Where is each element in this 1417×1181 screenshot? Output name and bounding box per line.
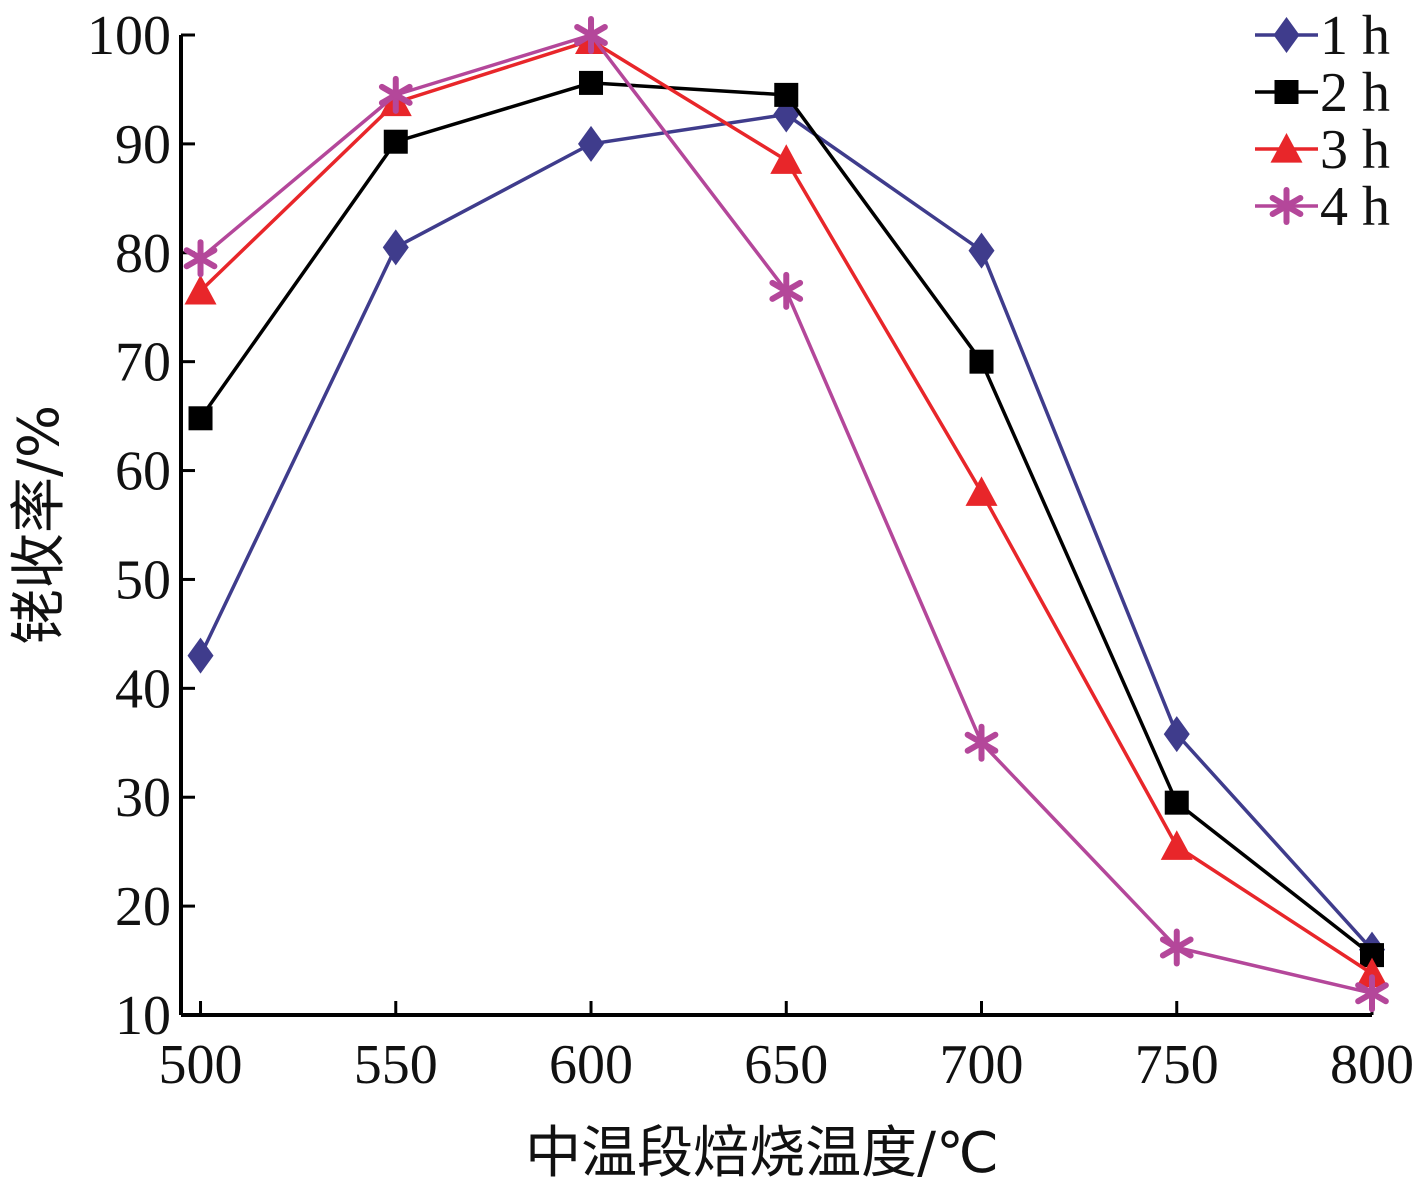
y-tick-label: 70 (115, 332, 171, 394)
y-tick-label: 50 (115, 549, 171, 611)
y-axis-title: 铑收率/% (7, 405, 72, 645)
data-point (188, 406, 213, 431)
data-point (184, 274, 217, 305)
series-line (198, 112, 1374, 951)
data-point (774, 82, 799, 107)
data-point (187, 637, 214, 674)
legend-entry: 3 h (1255, 119, 1390, 181)
data-point (1160, 830, 1193, 860)
data-point (1355, 974, 1389, 1013)
data-point (1159, 928, 1194, 967)
legend: 1 h2 h3 h4 h (1255, 5, 1390, 238)
data-point (1356, 957, 1388, 988)
y-tick-label: 90 (115, 114, 171, 176)
y-tick-label: 40 (115, 658, 171, 720)
data-point (969, 349, 994, 374)
data-point (183, 239, 218, 278)
y-ticks: 10 20 30 40 50 60 70 80 90 100 (87, 5, 195, 1047)
data-point (1164, 790, 1189, 815)
legend-marker (1273, 17, 1300, 53)
axes: 10 20 30 40 50 60 70 80 90 100 500 550 600 650 700 750… (87, 5, 1414, 1096)
legend-entry: 1 h (1255, 5, 1390, 67)
data-point (578, 125, 605, 162)
series-2 (188, 70, 1384, 968)
data-point (382, 229, 409, 266)
series-layer (183, 16, 1389, 1013)
data-point (770, 144, 803, 174)
series-4 (183, 16, 1389, 1013)
series-line (199, 81, 1374, 957)
data-point (968, 232, 995, 269)
legend-marker (1270, 133, 1303, 163)
x-tick-label: 800 (1330, 1034, 1414, 1096)
legend-label: 2 h (1320, 62, 1390, 124)
series-line (199, 38, 1373, 976)
y-tick-label: 60 (115, 441, 171, 503)
x-tick-label: 500 (159, 1034, 243, 1096)
y-tick-label: 100 (87, 5, 171, 67)
x-tick-label: 700 (940, 1034, 1024, 1096)
x-tick-label: 650 (744, 1034, 828, 1096)
legend-entry: 2 h (1255, 62, 1390, 124)
legend-marker (1269, 187, 1304, 225)
legend-entry: 4 h (1255, 176, 1390, 238)
legend-label: 4 h (1320, 176, 1390, 238)
x-tick-label: 750 (1135, 1034, 1219, 1096)
data-point (378, 75, 413, 114)
series-1 (187, 96, 1385, 968)
data-point (769, 271, 804, 310)
data-point (965, 476, 998, 506)
legend-label: 3 h (1320, 119, 1390, 181)
data-point (1163, 716, 1190, 753)
y-tick-label: 30 (115, 767, 171, 829)
series-line (199, 32, 1373, 995)
x-tick-label: 600 (549, 1034, 633, 1096)
legend-label: 1 h (1320, 5, 1390, 67)
y-tick-label: 10 (115, 985, 171, 1047)
x-tick-label: 550 (354, 1034, 438, 1096)
series-3 (184, 24, 1388, 988)
data-point (579, 70, 604, 95)
x-ticks: 500 550 600 650 700 750 800 (159, 1001, 1414, 1096)
legend-marker (1274, 80, 1299, 104)
y-tick-label: 20 (115, 876, 171, 938)
y-tick-label: 80 (115, 223, 171, 285)
data-point (574, 16, 608, 54)
x-axis-title: 中温段焙烧温度/℃ (525, 1121, 999, 1181)
data-point (964, 723, 999, 762)
data-point (383, 129, 408, 154)
